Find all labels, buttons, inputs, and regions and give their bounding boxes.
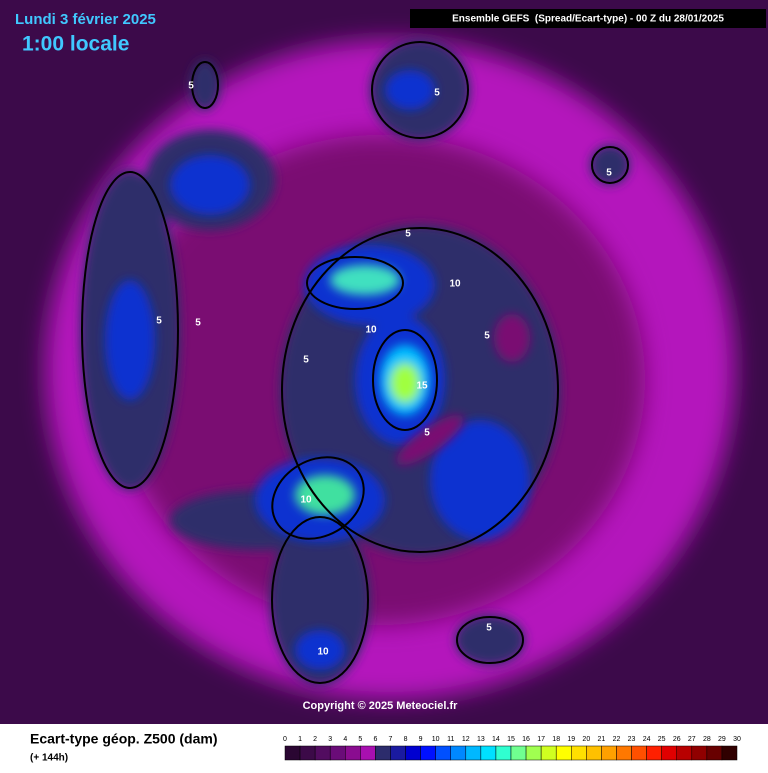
scale-tick-label: 0 [283,736,287,743]
date: Lundi 3 février 2025 [15,11,156,28]
color-swatch [706,745,723,761]
contour-label: 5 [405,229,411,240]
scale-tick-label: 12 [462,736,470,743]
color-swatch [360,745,376,761]
copyright: Copyright © 2025 Meteociel.fr [303,700,459,712]
scale-tick-label: 14 [492,736,500,743]
color-swatch [495,745,512,761]
color-swatch [571,745,587,761]
color-swatch [284,745,301,761]
scale-tick-label: 26 [673,736,681,743]
contour-label: 5 [188,81,194,92]
scale-tick-label: 1 [298,736,302,743]
color-swatch [465,745,482,761]
lead-time: (+ 144h) [30,753,68,764]
color-swatch [601,745,617,761]
contour-label: 5 [156,316,162,327]
scale-tick-label: 11 [447,736,454,743]
color-swatch [646,745,662,761]
color-swatch [329,745,346,761]
scale-tick-label: 18 [552,736,560,743]
local-time: 1:00 locale [22,33,129,56]
color-swatch [721,745,738,761]
contour-label: 5 [303,355,309,366]
contour-label: 10 [365,325,377,336]
scale-tick-label: 25 [658,736,666,743]
scale-tick-label: 4 [343,736,347,743]
color-swatch [345,745,361,761]
scale-tick-label: 20 [582,736,590,743]
contour-label: 5 [486,623,492,634]
contour-label: 15 [416,381,428,392]
color-swatch [420,745,436,761]
scale-tick-label: 8 [404,736,408,743]
contour-labels: 5 5 5 5 5 5 5 5 5 5 10 10 10 10 15 [156,81,612,658]
scale-tick-label: 13 [477,736,485,743]
color-swatch [390,745,406,761]
scale-tick-label: 7 [389,736,393,743]
color-swatch [314,745,331,761]
scale-tick-label: 3 [328,736,332,743]
scale-tick-label: 27 [688,736,696,743]
scale-tick-label: 23 [628,736,636,743]
color-swatch [691,745,708,761]
color-swatch [480,745,497,761]
contour-label: 10 [300,495,312,506]
contour-label: 5 [434,88,440,99]
scale-tick-label: 16 [522,736,530,743]
legend-title: Ecart-type géop. Z500 (dam) [30,731,218,747]
contour-label: 10 [449,279,461,290]
model-info: Ensemble GEFS (Spread/Ecart-type) - 00 Z… [452,14,724,25]
color-swatch [616,745,632,761]
contour-label: 5 [424,428,430,439]
scale-tick-label: 29 [718,736,726,743]
contour-label: 5 [484,331,490,342]
color-swatch [450,745,467,761]
scale-tick-label: 22 [613,736,621,743]
scale-tick-label: 9 [419,736,423,743]
color-swatch [525,745,542,761]
map-field [0,0,768,724]
scale-tick-label: 15 [507,736,515,743]
color-swatch [676,745,693,761]
scale-tick-label: 21 [598,736,606,743]
color-scale: 0 1 2 3 4 5 6 7 8 9 10 11 12 13 14 15 16 17 18 19 20 21 22 23 24… [283,736,741,761]
color-swatch [661,745,677,761]
contour-label: 10 [317,647,329,658]
color-swatch [299,745,316,761]
color-swatch [586,745,602,761]
color-swatch [405,745,421,761]
scale-tick-label: 6 [373,736,377,743]
scale-tick-label: 17 [537,736,545,743]
color-swatch [375,745,391,761]
scale-tick-label: 30 [733,736,741,743]
contour-label: 5 [195,318,201,329]
color-swatch [510,745,527,761]
scale-tick-label: 5 [358,736,362,743]
color-swatch [540,745,557,761]
scale-tick-label: 10 [432,736,440,743]
color-swatch [555,745,572,761]
scale-tick-label: 24 [643,736,651,743]
color-swatch [631,745,647,761]
model-box [410,9,766,28]
scale-tick-label: 2 [313,736,317,743]
color-swatch [435,745,451,761]
scale-tick-label: 28 [703,736,711,743]
scale-tick-label: 19 [567,736,575,743]
contour-label: 5 [606,168,612,179]
